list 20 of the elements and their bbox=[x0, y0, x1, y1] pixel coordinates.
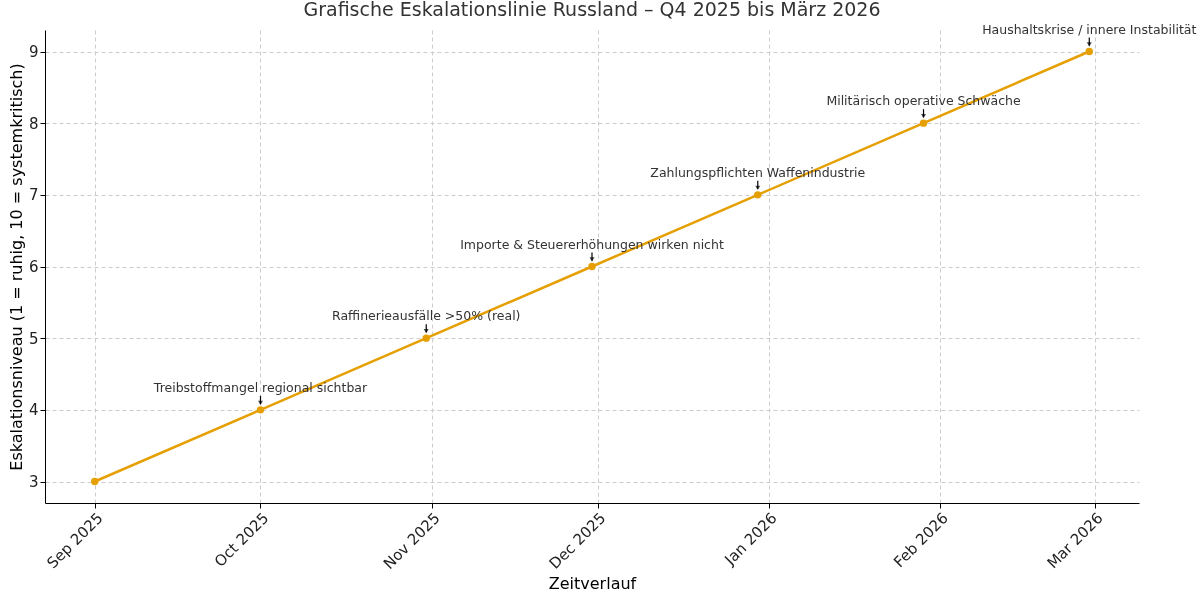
y-tick-label: 6 bbox=[28, 258, 39, 276]
point bbox=[256, 406, 265, 414]
y-tick-label: 4 bbox=[28, 401, 39, 420]
y-tick-label: 5 bbox=[28, 329, 39, 348]
point bbox=[588, 262, 596, 271]
point bbox=[422, 334, 430, 342]
y-tick-label: 7 bbox=[28, 186, 39, 205]
point bbox=[91, 477, 99, 486]
y-tick-label: 3 bbox=[28, 473, 39, 491]
chart-title: Grafische Eskalationslinie Russland – Q4 2025 bis März 2026 bbox=[303, 0, 881, 20]
y-tick-label: 8 bbox=[28, 114, 39, 133]
point bbox=[1085, 47, 1093, 56]
y-axis-title: Eskalationsniveau (1 = ruhig, 10 = systemkritisch) bbox=[6, 63, 26, 471]
annotation: Treibstoffmangel regional sichtbar bbox=[152, 379, 368, 395]
annotation: Haushaltskrise / innere Instabilität bbox=[982, 21, 1197, 37]
point bbox=[754, 191, 762, 199]
annotation: Importe & Steuererhöhungen wirken nicht bbox=[460, 236, 724, 252]
point bbox=[919, 119, 928, 127]
y-tick-label: 9 bbox=[28, 43, 39, 61]
x-axis-title: Zeitverlauf bbox=[548, 574, 637, 594]
